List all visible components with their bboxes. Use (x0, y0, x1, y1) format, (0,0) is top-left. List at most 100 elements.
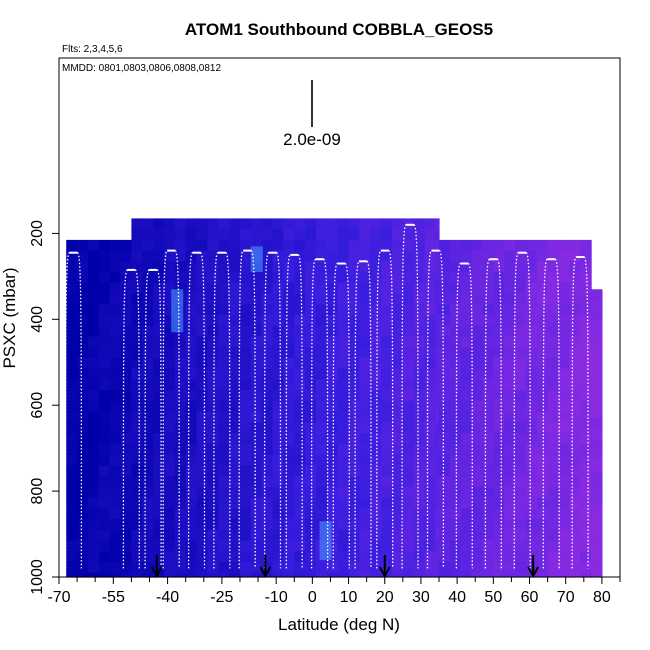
heatmap-cell (536, 239, 549, 252)
heatmap-cell (77, 454, 89, 466)
heatmap-cell (413, 465, 426, 477)
heatmap-cell (120, 358, 132, 370)
heatmap-cell (316, 368, 328, 380)
heatmap-cell (240, 272, 252, 284)
heatmap-cell (482, 551, 494, 563)
heatmap-cell (196, 508, 208, 520)
heatmap-cell (460, 272, 473, 284)
heatmap-cell (272, 562, 284, 574)
heatmap-cell (370, 379, 382, 391)
heatmap-cell (109, 411, 122, 423)
heatmap-cell (109, 390, 122, 402)
heatmap-cell (218, 325, 230, 338)
heatmap-cell (250, 540, 263, 552)
heatmap-cell (218, 218, 230, 230)
heatmap-cell (174, 562, 187, 574)
heatmap-cell (305, 229, 317, 241)
heatmap-cell (337, 282, 350, 295)
heatmap-cell (547, 325, 560, 338)
heatmap-cell (88, 529, 100, 542)
heatmap-cell (88, 551, 100, 563)
heatmap-cell (218, 282, 230, 295)
heatmap-cell (525, 454, 538, 466)
heatmap-cell (77, 465, 89, 477)
heatmap-cell (164, 454, 176, 466)
heatmap-cell (449, 519, 462, 531)
heatmap-cell (174, 218, 187, 230)
heatmap-cell (482, 465, 494, 477)
heatmap-cell (207, 347, 219, 359)
heatmap-cell (359, 443, 371, 456)
heatmap-cell (66, 411, 78, 423)
heatmap-cell (207, 519, 219, 531)
heatmap-cell (460, 336, 473, 348)
heatmap-cell (229, 304, 241, 316)
heatmap-cell (449, 529, 462, 542)
heatmap-cell (337, 411, 350, 423)
heatmap-cell (413, 551, 426, 563)
heatmap-cell (424, 562, 437, 574)
heatmap-cell (240, 390, 252, 402)
heatmap-cell (185, 368, 198, 380)
heatmap-cell (326, 422, 339, 434)
heatmap-cell (109, 368, 122, 380)
heatmap-cell (482, 336, 494, 348)
heatmap-cell (547, 358, 560, 370)
heatmap-cell (348, 454, 360, 466)
heatmap-cell (359, 218, 371, 230)
heatmap-cell (185, 572, 198, 578)
heatmap-cell (196, 315, 208, 327)
heatmap-cell (439, 519, 451, 531)
heatmap-cell (392, 358, 404, 370)
heatmap-cell (504, 325, 516, 338)
heatmap-cell (460, 293, 473, 305)
heatmap-cell (164, 443, 176, 456)
heatmap-cell (471, 508, 484, 520)
heatmap-cell (337, 562, 350, 574)
heatmap-cell (120, 540, 132, 552)
heatmap-cell (142, 347, 154, 359)
heatmap-cell (272, 239, 284, 252)
heatmap-cell (424, 476, 437, 488)
heatmap-cell (185, 433, 198, 445)
heatmap-cell (449, 540, 462, 552)
heatmap-cell (449, 551, 462, 563)
heatmap-cell (591, 396, 603, 408)
heatmap-cell (261, 358, 274, 370)
heatmap-cell (164, 304, 176, 316)
heatmap-cell (109, 454, 122, 466)
heatmap-cell (283, 261, 295, 273)
heatmap-cell (370, 229, 382, 241)
heatmap-cell (547, 261, 560, 273)
heatmap-cell (337, 272, 350, 284)
heatmap-cell (98, 465, 111, 477)
heatmap-cell (142, 325, 154, 338)
heatmap-cell (250, 433, 263, 445)
heatmap-cell (381, 486, 393, 499)
heatmap-cell (471, 572, 484, 578)
heatmap-cell (536, 562, 549, 574)
heatmap-cell (370, 465, 382, 477)
heatmap-cell (493, 390, 505, 402)
heatmap-cell (558, 486, 570, 499)
heatmap-cell (392, 551, 404, 563)
heatmap-cell (283, 540, 295, 552)
heatmap-cell (283, 562, 295, 574)
heatmap-cell (240, 433, 252, 445)
heatmap-cell (460, 422, 473, 434)
heatmap-cell (142, 540, 154, 552)
heatmap-cell (174, 368, 187, 380)
heatmap-cell (109, 293, 122, 305)
heatmap-cell (348, 293, 360, 305)
heatmap-cell (337, 315, 350, 327)
heatmap-cell (66, 497, 78, 509)
profile-descent (332, 262, 338, 569)
heatmap-cell (142, 379, 154, 391)
heatmap-cell (305, 293, 317, 305)
heatmap-cell (218, 508, 230, 520)
heatmap-cell (164, 325, 176, 338)
heatmap-cell (207, 358, 219, 370)
heatmap-cell (261, 400, 274, 413)
